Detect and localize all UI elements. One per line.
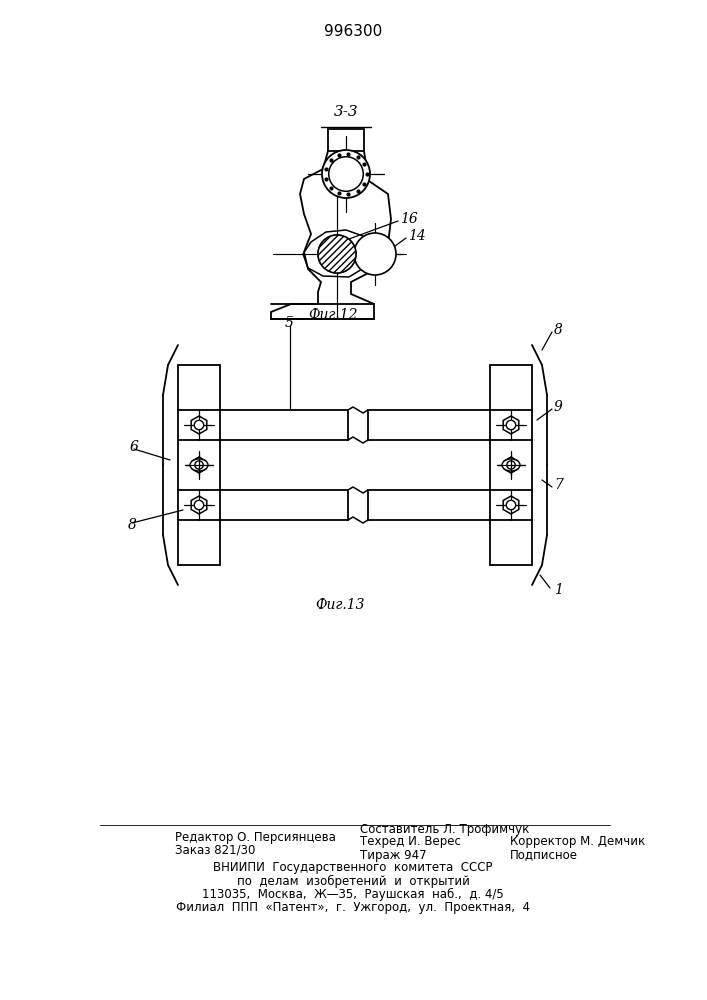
Circle shape: [195, 461, 203, 469]
Ellipse shape: [502, 459, 520, 471]
Text: 3-3: 3-3: [334, 105, 358, 119]
Text: Подписное: Подписное: [510, 848, 578, 861]
Circle shape: [194, 500, 204, 510]
Text: Тираж 947: Тираж 947: [360, 848, 426, 861]
Circle shape: [329, 157, 363, 191]
Circle shape: [506, 420, 515, 430]
Text: Редактор О. Персиянцева: Редактор О. Персиянцева: [175, 830, 336, 844]
Text: 16: 16: [400, 212, 418, 226]
Text: 7: 7: [554, 478, 563, 492]
Text: Составитель Л. Трофимчук: Составитель Л. Трофимчук: [360, 822, 530, 836]
Text: Фиг.12: Фиг.12: [308, 308, 358, 322]
Text: ВНИИПИ  Государственного  комитета  СССР: ВНИИПИ Государственного комитета СССР: [214, 861, 493, 874]
Text: Техред И. Верес: Техред И. Верес: [360, 836, 461, 848]
Text: Филиал  ППП  «Патент»,  г.  Ужгород,  ул.  Проектная,  4: Филиал ППП «Патент», г. Ужгород, ул. Про…: [176, 900, 530, 914]
Text: 1: 1: [554, 583, 563, 597]
Text: Заказ 821/30: Заказ 821/30: [175, 844, 255, 856]
Circle shape: [322, 150, 370, 198]
Circle shape: [507, 461, 515, 469]
Text: 14: 14: [408, 229, 426, 243]
Text: Фиг.13: Фиг.13: [315, 598, 365, 612]
Text: по  делам  изобретений  и  открытий: по делам изобретений и открытий: [237, 874, 469, 888]
Text: 5: 5: [285, 316, 294, 330]
Text: Корректор М. Демчик: Корректор М. Демчик: [510, 836, 645, 848]
Circle shape: [354, 233, 396, 275]
Text: 6: 6: [130, 440, 139, 454]
Text: 996300: 996300: [324, 24, 382, 39]
Text: 113035,  Москва,  Ж—35,  Раушская  наб.,  д. 4/5: 113035, Москва, Ж—35, Раушская наб., д. …: [202, 887, 504, 901]
Ellipse shape: [190, 459, 208, 471]
Circle shape: [318, 235, 356, 273]
Circle shape: [318, 235, 356, 273]
Circle shape: [506, 500, 515, 510]
Text: 8: 8: [128, 518, 137, 532]
Text: 8: 8: [554, 323, 563, 337]
Circle shape: [194, 420, 204, 430]
Text: 9: 9: [554, 400, 563, 414]
